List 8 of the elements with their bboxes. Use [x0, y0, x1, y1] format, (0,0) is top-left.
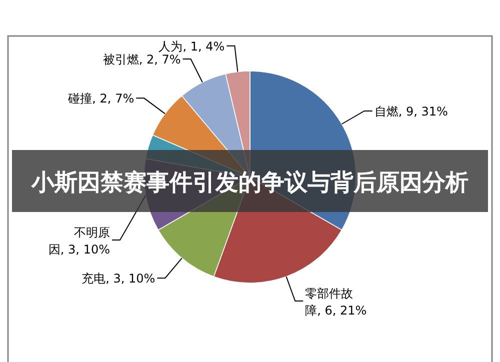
slice-label: 不明原因, 3, 10%	[48, 226, 110, 256]
slice-label: 自燃, 9, 31%	[374, 104, 448, 118]
slice-label: 零部件故障, 6, 21%	[305, 286, 367, 318]
slice-label: 充电, 3, 10%	[82, 272, 156, 286]
slice-label: 人为, 1, 4%	[158, 39, 225, 54]
text: 小斯因禁赛事件引发的争议与背后原因分析	[30, 169, 468, 196]
slice-label: 被引燃, 2, 7%	[102, 52, 181, 67]
slice-label: 碰撞, 2, 7%	[67, 92, 134, 106]
